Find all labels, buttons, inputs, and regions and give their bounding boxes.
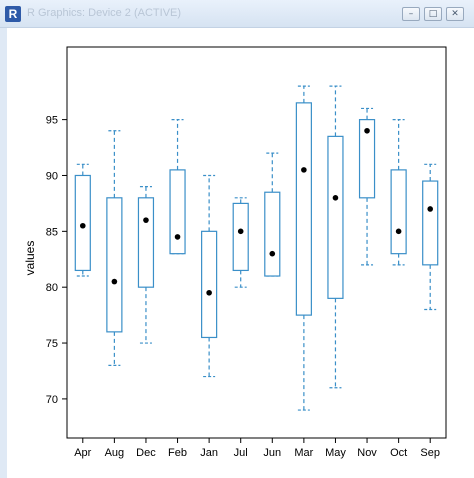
box-apr — [74, 163, 91, 277]
y-tick-label: 85 — [46, 226, 58, 238]
box-oct — [390, 119, 407, 266]
median-point — [174, 234, 181, 240]
median-point — [395, 228, 402, 235]
box-jul — [232, 197, 249, 288]
box-jan — [201, 174, 218, 378]
box-may — [327, 85, 344, 389]
x-axis: Apr Aug Dec Feb Jan Jul Jun Mar May Nov Oct Sep — [74, 438, 440, 459]
median-point — [364, 127, 370, 134]
x-tick-label: May — [325, 447, 346, 459]
graphics-device-canvas: 70 75 80 85 90 95 Apr Aug Dec Feb Jan Jul Jun Mar May… — [7, 28, 474, 478]
x-tick-label: Dec — [136, 447, 156, 459]
box-nov — [358, 107, 376, 266]
median-point — [143, 217, 149, 223]
x-tick-label: Feb — [168, 447, 187, 459]
box-sep — [422, 163, 439, 311]
x-tick-label: Aug — [105, 447, 125, 459]
x-tick-label: Jul — [234, 447, 248, 459]
median-point — [332, 195, 339, 201]
median-point — [427, 206, 434, 212]
iqr-box — [358, 119, 376, 199]
box-mar — [295, 85, 312, 411]
iqr-box — [264, 191, 281, 277]
box-series — [74, 85, 439, 411]
y-axis: 70 75 80 85 90 95 — [46, 115, 67, 406]
median-point — [301, 167, 307, 173]
x-tick-label: Jun — [263, 447, 281, 459]
close-button[interactable]: ✕ — [446, 7, 464, 21]
maximize-button[interactable]: □ — [424, 7, 442, 21]
y-tick-label: 70 — [46, 394, 58, 406]
iqr-box — [201, 230, 218, 339]
median-point — [111, 278, 118, 285]
box-dec — [137, 186, 155, 344]
x-tick-label: Sep — [420, 447, 440, 459]
r-app-icon: R — [5, 6, 21, 22]
iqr-box — [327, 135, 344, 299]
median-point — [206, 289, 212, 296]
iqr-box — [422, 180, 439, 266]
window-title: R Graphics: Device 2 (ACTIVE) — [27, 7, 182, 19]
iqr-box — [390, 169, 407, 255]
iqr-box — [137, 197, 155, 288]
x-tick-label: Mar — [294, 447, 313, 459]
iqr-box — [106, 197, 123, 333]
median-point — [269, 250, 276, 257]
y-tick-label: 95 — [46, 115, 58, 127]
median-point — [237, 228, 244, 235]
y-axis-label: values — [23, 241, 37, 276]
minimize-button[interactable]: – — [402, 7, 420, 21]
plot-frame — [66, 46, 447, 439]
box-jun — [264, 152, 281, 277]
title-bar[interactable]: R R Graphics: Device 2 (ACTIVE) – □ ✕ — [0, 0, 474, 28]
median-point — [79, 222, 86, 229]
y-tick-label: 90 — [46, 170, 58, 182]
box-feb — [169, 119, 186, 255]
x-tick-label: Nov — [357, 447, 377, 459]
x-tick-label: Oct — [390, 447, 407, 459]
iqr-box — [232, 202, 249, 272]
x-tick-label: Apr — [74, 447, 91, 459]
boxplot-chart: 70 75 80 85 90 95 Apr Aug Dec Feb Jan Jul Jun Mar May… — [23, 46, 447, 459]
x-tick-label: Jan — [200, 447, 218, 459]
box-aug — [106, 130, 123, 366]
y-tick-label: 80 — [46, 282, 58, 294]
y-tick-label: 75 — [46, 338, 58, 350]
iqr-box — [169, 169, 186, 255]
iqr-box — [295, 102, 312, 316]
